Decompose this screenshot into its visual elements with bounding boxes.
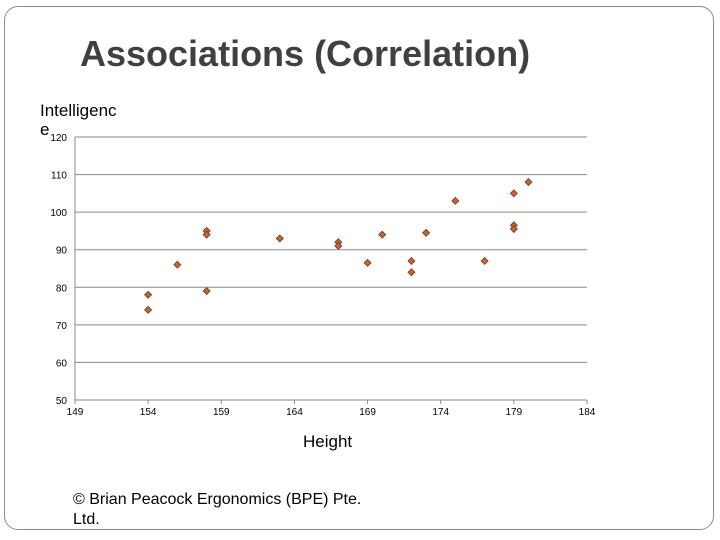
data-point	[480, 256, 489, 266]
data-point	[378, 230, 387, 239]
data-point	[363, 258, 372, 267]
x-tick-label: 159	[213, 407, 230, 418]
y-tick-label: 50	[56, 396, 68, 407]
y-tick-label: 80	[56, 283, 68, 294]
y-tick-label: 120	[50, 133, 67, 144]
copyright-footer: © Brian Peacock Ergonomics (BPE) Pte. Lt…	[73, 491, 362, 528]
x-tick-label: 179	[506, 407, 523, 418]
slide-title: Associations (Correlation)	[80, 33, 531, 74]
data-point	[407, 256, 416, 266]
x-tick-label: 164	[286, 407, 303, 418]
gridlines	[75, 136, 587, 363]
data-point	[144, 290, 153, 299]
x-tick-label: 174	[432, 407, 449, 418]
data-point	[524, 178, 533, 187]
data-points	[144, 178, 533, 314]
data-point	[202, 230, 211, 239]
y-tick-label: 70	[56, 321, 68, 332]
data-point	[451, 196, 460, 205]
y-tick-label: 60	[56, 358, 68, 369]
data-point	[202, 286, 211, 296]
data-point	[173, 260, 182, 269]
y-tick-label: 90	[56, 246, 68, 257]
x-tick-label: 184	[579, 407, 596, 418]
data-point	[509, 224, 518, 234]
x-tick-label: 149	[67, 407, 84, 418]
tick-labels: 50 60 70 80 90 100 110 120 149 154 159 164 169 174 179…	[50, 133, 595, 418]
data-point	[144, 305, 153, 314]
x-axis-label: Height	[303, 432, 353, 451]
data-point	[275, 234, 284, 243]
x-tick-label: 169	[359, 407, 376, 418]
y-tick-label: 100	[50, 208, 67, 219]
x-tick-label: 154	[140, 407, 157, 418]
axes	[74, 137, 588, 404]
data-point	[422, 228, 431, 237]
y-tick-label: 110	[51, 171, 67, 182]
data-point	[509, 189, 518, 198]
data-point	[407, 268, 416, 277]
y-axis-label: Intelligence	[40, 101, 117, 139]
slide-frame	[4, 6, 714, 530]
data-point	[334, 241, 343, 251]
